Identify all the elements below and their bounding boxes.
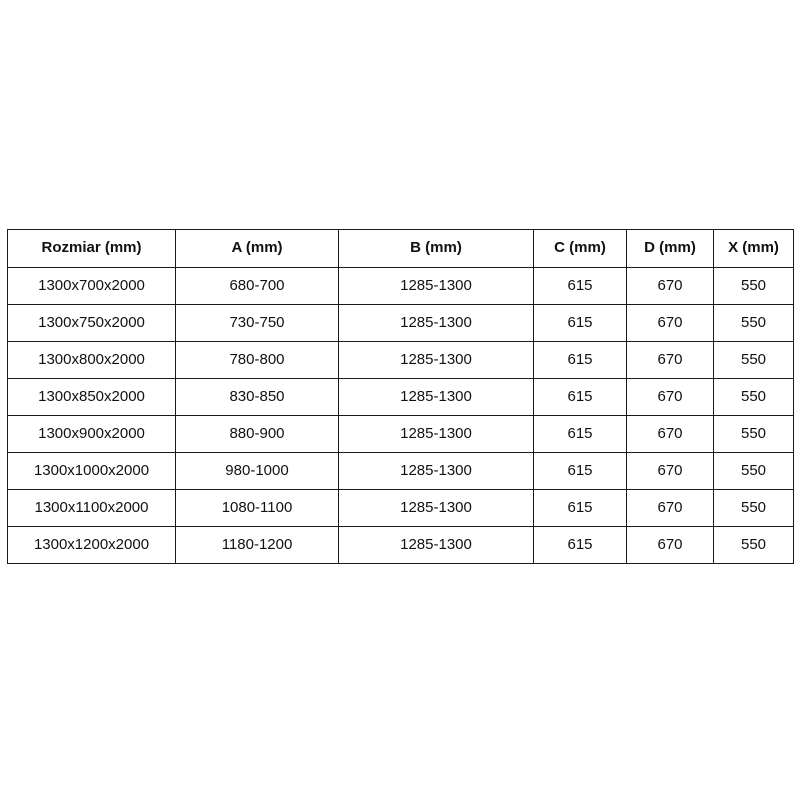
table-header: Rozmiar (mm) A (mm) B (mm) C (mm) D (mm) X (m… xyxy=(7,229,794,268)
cell-rozmiar: 1300x750x2000 xyxy=(7,304,176,342)
table-row: 1300x1000x2000 980-1000 1285-1300 615 670 550 xyxy=(7,452,794,490)
cell-b: 1285-1300 xyxy=(338,378,534,416)
cell-x: 550 xyxy=(713,378,794,416)
cell-rozmiar: 1300x700x2000 xyxy=(7,267,176,305)
cell-b: 1285-1300 xyxy=(338,341,534,379)
cell-b: 1285-1300 xyxy=(338,415,534,453)
cell-a: 830-850 xyxy=(175,378,339,416)
table-body: 1300x700x2000 680-700 1285-1300 615 670 550 13… xyxy=(7,267,794,564)
cell-b: 1285-1300 xyxy=(338,489,534,527)
cell-c: 615 xyxy=(533,489,627,527)
shower-enclosure-dimensions-table: Rozmiar (mm) A (mm) B (mm) C (mm) D (mm) X (m… xyxy=(7,229,794,564)
cell-c: 615 xyxy=(533,415,627,453)
cell-b: 1285-1300 xyxy=(338,526,534,564)
cell-c: 615 xyxy=(533,341,627,379)
cell-d: 670 xyxy=(626,526,714,564)
cell-c: 615 xyxy=(533,267,627,305)
table-row: 1300x750x2000 730-750 1285-1300 615 670 550 xyxy=(7,304,794,342)
table-row: 1300x900x2000 880-900 1285-1300 615 670 550 xyxy=(7,415,794,453)
table-row: 1300x700x2000 680-700 1285-1300 615 670 550 xyxy=(7,267,794,305)
cell-a: 730-750 xyxy=(175,304,339,342)
column-header-d: D (mm) xyxy=(626,229,714,268)
cell-d: 670 xyxy=(626,452,714,490)
column-header-rozmiar: Rozmiar (mm) xyxy=(7,229,176,268)
column-header-x: X (mm) xyxy=(713,229,794,268)
cell-a: 680-700 xyxy=(175,267,339,305)
cell-d: 670 xyxy=(626,341,714,379)
cell-a: 880-900 xyxy=(175,415,339,453)
cell-x: 550 xyxy=(713,415,794,453)
cell-rozmiar: 1300x850x2000 xyxy=(7,378,176,416)
cell-c: 615 xyxy=(533,526,627,564)
cell-rozmiar: 1300x1000x2000 xyxy=(7,452,176,490)
cell-d: 670 xyxy=(626,378,714,416)
cell-x: 550 xyxy=(713,489,794,527)
dimensions-table-container: Rozmiar (mm) A (mm) B (mm) C (mm) D (mm) X (m… xyxy=(7,229,794,564)
table-row: 1300x1200x2000 1180-1200 1285-1300 615 670 55… xyxy=(7,526,794,564)
cell-a: 1080-1100 xyxy=(175,489,339,527)
cell-x: 550 xyxy=(713,304,794,342)
cell-a: 780-800 xyxy=(175,341,339,379)
cell-rozmiar: 1300x1200x2000 xyxy=(7,526,176,564)
column-header-a: A (mm) xyxy=(175,229,339,268)
cell-b: 1285-1300 xyxy=(338,267,534,305)
cell-d: 670 xyxy=(626,267,714,305)
cell-c: 615 xyxy=(533,378,627,416)
cell-a: 1180-1200 xyxy=(175,526,339,564)
column-header-c: C (mm) xyxy=(533,229,627,268)
cell-rozmiar: 1300x900x2000 xyxy=(7,415,176,453)
cell-rozmiar: 1300x1100x2000 xyxy=(7,489,176,527)
cell-d: 670 xyxy=(626,415,714,453)
table-header-row: Rozmiar (mm) A (mm) B (mm) C (mm) D (mm) X (m… xyxy=(7,229,794,268)
cell-d: 670 xyxy=(626,489,714,527)
cell-a: 980-1000 xyxy=(175,452,339,490)
cell-c: 615 xyxy=(533,304,627,342)
table-row: 1300x800x2000 780-800 1285-1300 615 670 550 xyxy=(7,341,794,379)
cell-b: 1285-1300 xyxy=(338,452,534,490)
table-row: 1300x850x2000 830-850 1285-1300 615 670 550 xyxy=(7,378,794,416)
cell-c: 615 xyxy=(533,452,627,490)
cell-rozmiar: 1300x800x2000 xyxy=(7,341,176,379)
column-header-b: B (mm) xyxy=(338,229,534,268)
cell-x: 550 xyxy=(713,452,794,490)
cell-b: 1285-1300 xyxy=(338,304,534,342)
cell-x: 550 xyxy=(713,341,794,379)
cell-x: 550 xyxy=(713,526,794,564)
cell-x: 550 xyxy=(713,267,794,305)
cell-d: 670 xyxy=(626,304,714,342)
table-row: 1300x1100x2000 1080-1100 1285-1300 615 670 55… xyxy=(7,489,794,527)
